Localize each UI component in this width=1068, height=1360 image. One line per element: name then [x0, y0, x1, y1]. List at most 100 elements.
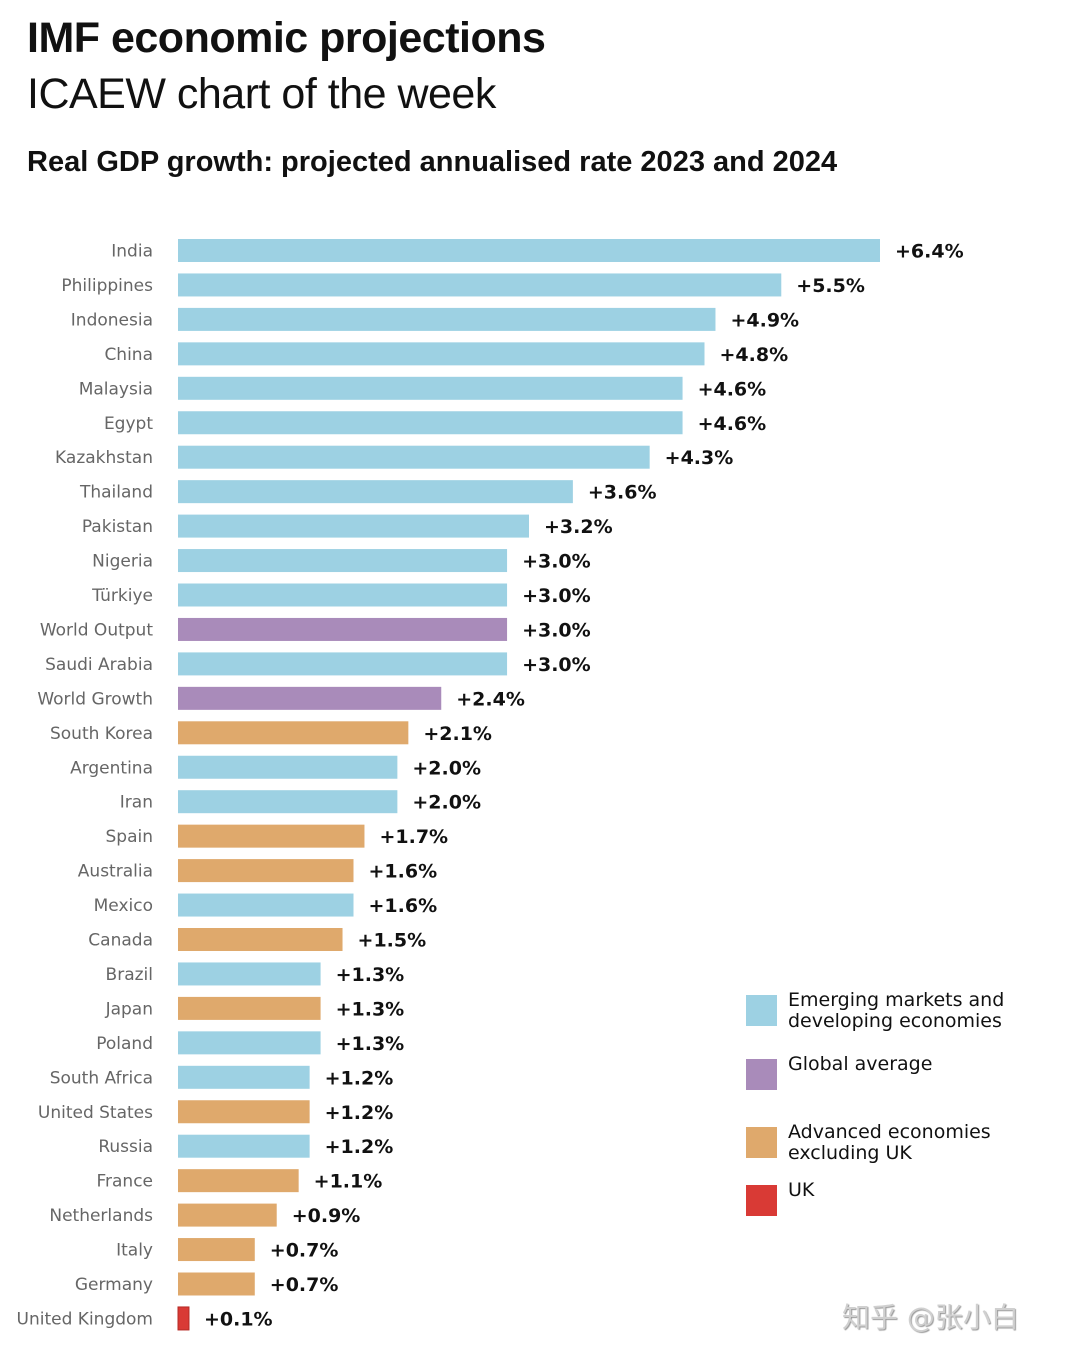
bar-italy: [178, 1238, 255, 1262]
bar-philippines: [178, 273, 782, 297]
bar-argentina: [178, 755, 398, 779]
category-label: China: [104, 345, 153, 365]
value-label: +3.6%: [588, 482, 657, 504]
value-label: +2.0%: [412, 792, 481, 814]
value-label: +1.1%: [314, 1171, 383, 1193]
category-label: Thailand: [79, 483, 153, 503]
bar-united-states: [178, 1100, 310, 1124]
bar-kazakhstan: [178, 445, 650, 469]
bar-nigeria: [178, 549, 508, 573]
chart-title: Real GDP growth: projected annualised ra…: [27, 146, 838, 178]
bar-thailand: [178, 480, 573, 504]
category-label: Brazil: [106, 965, 153, 985]
category-label: Italy: [116, 1241, 153, 1261]
bar-canada: [178, 928, 343, 951]
value-label: +1.2%: [325, 1102, 394, 1124]
category-label: Germany: [75, 1275, 153, 1295]
watermark: 知乎 @张小白: [842, 1301, 1019, 1334]
bar-netherlands: [178, 1203, 277, 1227]
bar-south-korea: [178, 721, 409, 745]
value-label: +2.4%: [456, 688, 525, 710]
value-label: +1.2%: [325, 1067, 394, 1089]
legend-swatch: [746, 1127, 777, 1158]
category-label: Iran: [120, 793, 153, 813]
bar-world-output: [178, 617, 508, 641]
category-label: Pakistan: [82, 517, 153, 537]
category-label: United Kingdom: [17, 1309, 153, 1329]
bar-t-rkiye: [178, 583, 508, 607]
value-label: +3.0%: [522, 619, 591, 641]
legend-label: Emerging markets and developing economies: [788, 989, 1005, 1032]
value-label: +3.0%: [522, 654, 591, 676]
category-label: World Growth: [37, 689, 153, 709]
value-label: +3.2%: [544, 516, 613, 538]
value-label: +1.3%: [336, 998, 405, 1020]
category-label: Japan: [105, 999, 153, 1019]
value-label: +3.0%: [522, 551, 591, 573]
category-label: Indonesia: [71, 310, 153, 330]
legend-label: UK: [788, 1179, 815, 1201]
legend-item-uk: UK: [746, 1180, 1046, 1216]
bar-iran: [178, 790, 398, 814]
value-label: +0.7%: [270, 1274, 339, 1296]
bar-indonesia: [178, 307, 716, 331]
main-title: IMF economic projections: [27, 14, 546, 62]
category-label: Egypt: [104, 414, 153, 434]
category-label: Türkiye: [91, 586, 153, 606]
bar-china: [178, 342, 705, 366]
value-label: +4.3%: [665, 447, 734, 469]
category-label: South Korea: [50, 724, 153, 744]
value-label: +4.9%: [730, 309, 799, 331]
category-label: Philippines: [61, 276, 153, 296]
legend-swatch: [746, 995, 777, 1026]
value-label: +2.1%: [423, 723, 492, 745]
bar-mexico: [178, 893, 354, 917]
bar-france: [178, 1169, 299, 1193]
bar-world-growth: [178, 686, 442, 710]
value-label: +1.2%: [325, 1136, 394, 1158]
bar-poland: [178, 1031, 321, 1055]
bar-egypt: [178, 411, 683, 435]
bar-saudi-arabia: [178, 652, 508, 676]
category-label: India: [111, 242, 153, 262]
value-label: +3.0%: [522, 585, 591, 607]
category-label: Spain: [106, 827, 154, 847]
category-label: Poland: [96, 1034, 153, 1054]
category-label: World Output: [40, 620, 154, 640]
value-label: +1.6%: [369, 895, 438, 917]
legend-item-advanced: Advanced economies excluding UK: [746, 1122, 1046, 1164]
category-label: Nigeria: [92, 552, 153, 572]
category-label: Kazakhstan: [55, 448, 153, 468]
value-label: +4.8%: [720, 344, 789, 366]
bar-malaysia: [178, 376, 683, 400]
bar-australia: [178, 859, 354, 883]
bar-spain: [178, 824, 365, 848]
bar-south-africa: [178, 1065, 310, 1089]
value-label: +1.5%: [358, 930, 427, 952]
bar-pakistan: [178, 514, 529, 538]
bar-brazil: [178, 962, 321, 986]
category-label: Netherlands: [49, 1206, 153, 1226]
value-label: +6.4%: [895, 241, 964, 263]
value-label: +0.1%: [204, 1308, 273, 1330]
category-label: Saudi Arabia: [45, 655, 153, 675]
subtitle: ICAEW chart of the week: [27, 70, 496, 118]
category-label: Malaysia: [79, 379, 153, 399]
bar-russia: [178, 1134, 310, 1158]
value-label: +0.7%: [270, 1240, 339, 1262]
value-label: +1.6%: [369, 861, 438, 883]
value-label: +4.6%: [698, 378, 767, 400]
category-label: France: [96, 1172, 153, 1192]
legend-label: Advanced economies excluding UK: [788, 1121, 991, 1164]
value-label: +1.3%: [336, 1033, 405, 1055]
legend-label: Global average: [788, 1053, 933, 1075]
category-label: Australia: [78, 862, 153, 882]
category-label: United States: [38, 1103, 153, 1123]
category-label: South Africa: [50, 1068, 153, 1088]
bar-japan: [178, 996, 321, 1020]
legend-swatch: [746, 1059, 777, 1090]
value-label: +5.5%: [796, 275, 865, 297]
value-label: +2.0%: [412, 757, 481, 779]
value-label: +4.6%: [698, 413, 767, 435]
